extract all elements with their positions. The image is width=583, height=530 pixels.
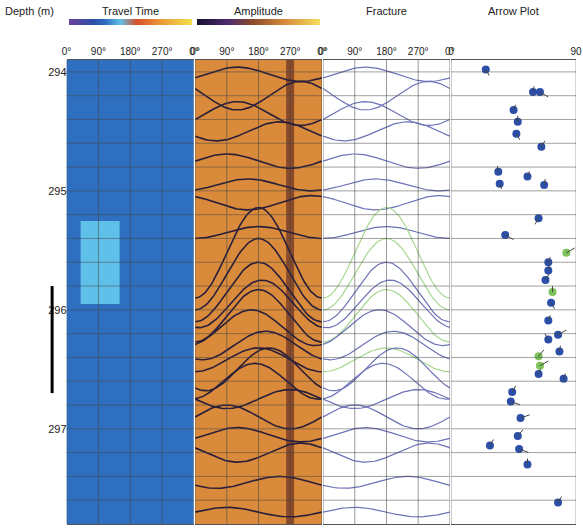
svg-text:270°: 270°: [280, 46, 301, 57]
svg-text:297: 297: [48, 423, 66, 435]
svg-text:90°: 90°: [91, 46, 106, 57]
svg-text:180°: 180°: [376, 46, 397, 57]
svg-text:294: 294: [48, 66, 66, 78]
svg-text:0°: 0°: [445, 46, 455, 57]
svg-text:180°: 180°: [248, 46, 269, 57]
svg-text:Fracture: Fracture: [366, 5, 407, 17]
svg-text:0°: 0°: [62, 46, 72, 57]
svg-text:0°: 0°: [317, 46, 327, 57]
svg-text:90: 90: [571, 46, 583, 57]
svg-text:0°: 0°: [189, 46, 199, 57]
svg-text:Depth (m): Depth (m): [5, 5, 54, 17]
svg-text:90°: 90°: [347, 46, 362, 57]
svg-text:Arrow Plot: Arrow Plot: [488, 5, 539, 17]
svg-text:0°: 0°: [190, 46, 200, 57]
svg-text:296: 296: [48, 304, 66, 316]
svg-text:270°: 270°: [152, 46, 173, 57]
svg-text:0: 0: [448, 46, 454, 57]
svg-text:90°: 90°: [219, 46, 234, 57]
svg-text:295: 295: [48, 185, 66, 197]
svg-text:270°: 270°: [408, 46, 429, 57]
svg-text:0°: 0°: [318, 46, 328, 57]
svg-text:Travel Time: Travel Time: [102, 5, 159, 17]
svg-text:Amplitude: Amplitude: [234, 5, 283, 17]
svg-text:180°: 180°: [120, 46, 141, 57]
